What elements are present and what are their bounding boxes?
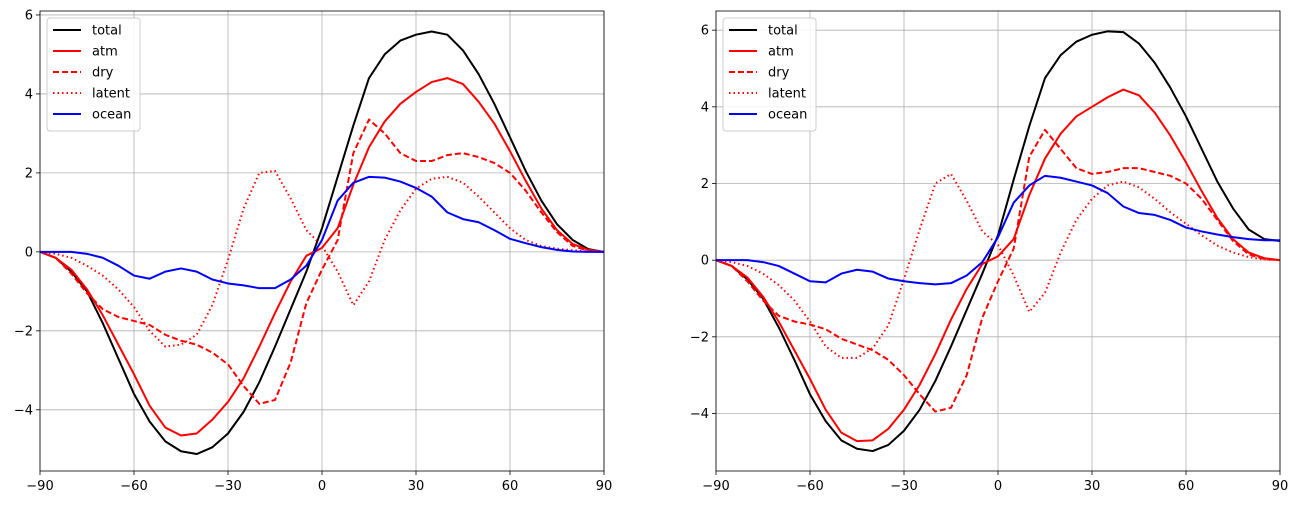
y-tick-label: −2	[690, 330, 709, 345]
y-tick-label: 4	[25, 87, 33, 102]
series-line-dry	[40, 118, 604, 405]
x-tick-label: −90	[702, 479, 729, 494]
legend: total atm dry latent ocean	[46, 17, 141, 132]
y-tick-label: −2	[14, 324, 33, 339]
y-tick-label: 6	[701, 24, 709, 39]
x-tick-label: 90	[596, 479, 613, 494]
series-line-dry	[716, 128, 1280, 413]
series-line-ocean	[716, 174, 1280, 286]
y-tick-label: 0	[25, 245, 33, 260]
chart-panel-2: −90 −60 −30 0 30 60 90 −4 −2 0 2 4 6 total atm dry laten…	[690, 10, 1289, 494]
y-tick-label: 2	[25, 166, 33, 181]
x-tick-label: 0	[994, 479, 1002, 494]
legend-box	[46, 17, 141, 132]
x-tick-label: −30	[890, 479, 917, 494]
legend-label-latent: latent	[92, 87, 130, 102]
x-tick-label: 30	[408, 479, 425, 494]
y-tick-label: −4	[14, 403, 33, 418]
x-tick-label: 30	[1084, 479, 1101, 494]
x-tick-label: −60	[120, 479, 147, 494]
y-tick-label: 6	[25, 8, 33, 23]
y-tick-label: 4	[701, 100, 709, 115]
y-tick-label: 0	[701, 254, 709, 269]
series-group	[716, 30, 1280, 453]
x-tick-label: −90	[26, 479, 53, 494]
legend-box	[722, 17, 817, 132]
y-tick-label: 2	[701, 177, 709, 192]
legend-label-total: total	[92, 24, 122, 39]
series-group	[40, 30, 604, 456]
legend: total atm dry latent ocean	[722, 17, 817, 132]
x-tick-label: −60	[796, 479, 823, 494]
legend-label-latent: latent	[768, 87, 806, 102]
series-line-total	[40, 30, 604, 456]
x-tick-label: 60	[502, 479, 519, 494]
series-line-latent	[40, 169, 604, 348]
legend-label-dry: dry	[768, 66, 790, 81]
legend-label-total: total	[768, 24, 798, 39]
legend-label-atm: atm	[768, 45, 794, 60]
legend-label-ocean: ocean	[768, 108, 807, 123]
series-line-ocean	[40, 175, 604, 290]
chart-panel-1: −90 −60 −30 0 30 60 90 −4 −2 0 2 4 6 total atm dry laten…	[14, 8, 612, 494]
x-tick-label: 60	[1178, 479, 1195, 494]
y-tick-label: −4	[690, 407, 709, 422]
x-tick-label: −30	[214, 479, 241, 494]
legend-label-atm: atm	[92, 45, 118, 60]
x-tick-label: 0	[318, 479, 326, 494]
series-line-latent	[716, 172, 1280, 359]
series-line-atm	[40, 77, 604, 437]
legend-label-ocean: ocean	[92, 108, 131, 123]
series-line-atm	[716, 88, 1280, 443]
x-tick-label: 90	[1272, 479, 1289, 494]
legend-label-dry: dry	[92, 66, 114, 81]
